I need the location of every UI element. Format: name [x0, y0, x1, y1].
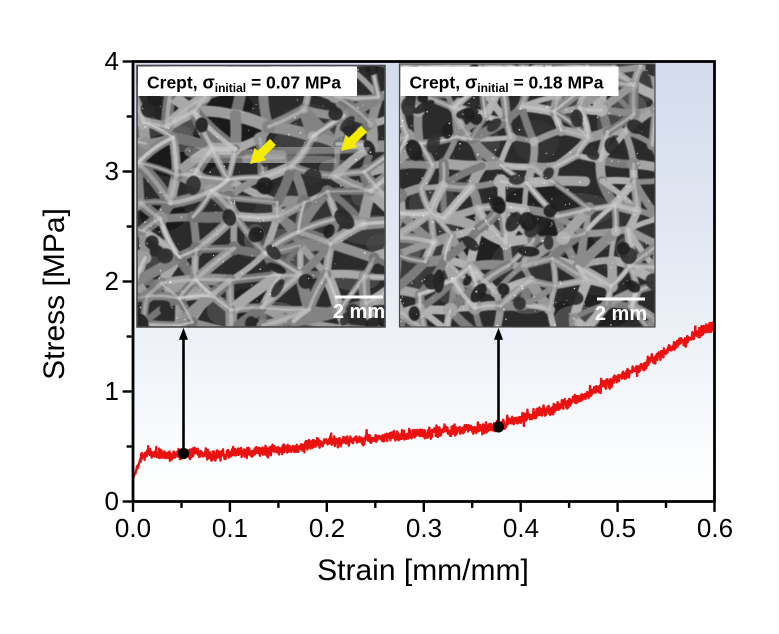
- svg-text:4: 4: [105, 46, 119, 76]
- svg-text:Strain [mm/mm]: Strain [mm/mm]: [317, 554, 529, 587]
- svg-text:0.3: 0.3: [406, 513, 442, 543]
- svg-text:2 mm: 2 mm: [333, 301, 385, 323]
- svg-text:0.5: 0.5: [600, 513, 636, 543]
- svg-text:0.4: 0.4: [503, 513, 539, 543]
- svg-text:1: 1: [105, 376, 119, 406]
- svg-text:2 mm: 2 mm: [595, 303, 647, 325]
- svg-text:0.2: 0.2: [309, 513, 345, 543]
- svg-text:Stress [MPa]: Stress [MPa]: [38, 208, 71, 380]
- svg-text:Crept, σinitial = 0.18 MPa: Crept, σinitial = 0.18 MPa: [410, 73, 604, 96]
- svg-text:0.1: 0.1: [212, 513, 248, 543]
- svg-text:2: 2: [105, 266, 119, 296]
- svg-text:Crept, σinitial = 0.07 MPa: Crept, σinitial = 0.07 MPa: [147, 73, 341, 96]
- svg-text:0: 0: [105, 486, 119, 516]
- svg-text:0.0: 0.0: [115, 513, 151, 543]
- svg-text:0.6: 0.6: [697, 513, 733, 543]
- svg-text:3: 3: [105, 156, 119, 186]
